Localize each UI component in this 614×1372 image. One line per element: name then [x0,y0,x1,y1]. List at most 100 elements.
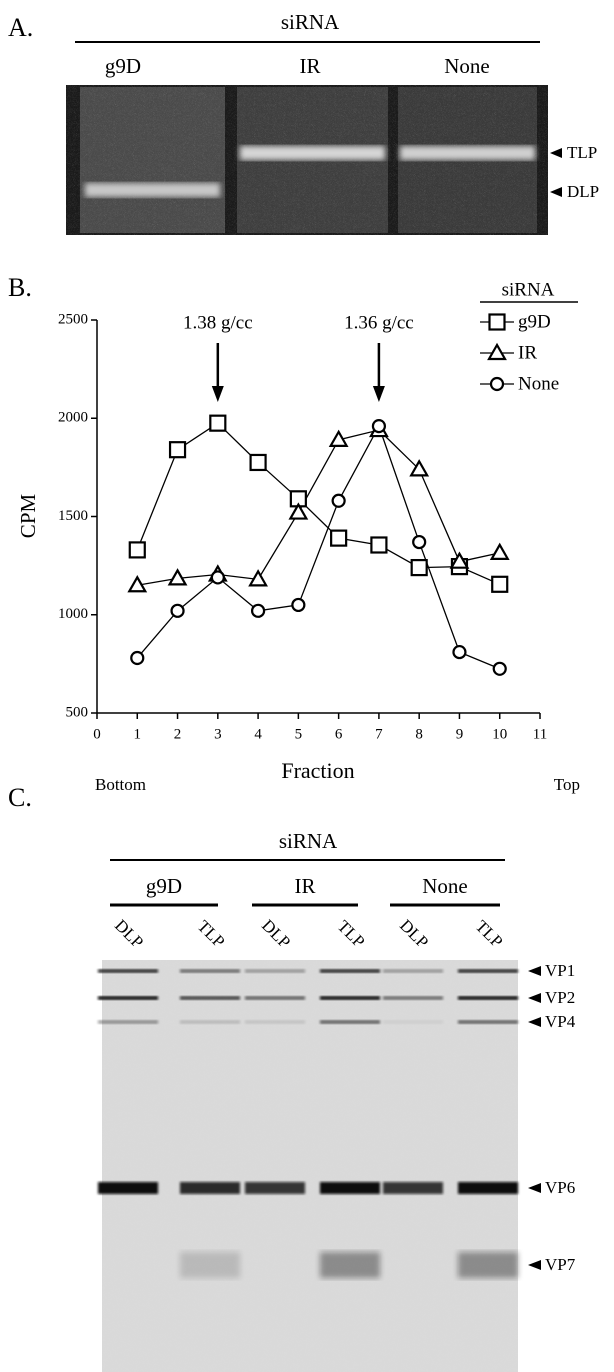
chart: B. CPM Fraction Bottom Top siRNA 500 1000… [8,273,580,794]
marker [452,644,467,660]
band-label: VP1 [545,961,575,980]
marker [167,568,188,586]
arrowhead [528,1017,541,1027]
lane-label: g9D [105,54,141,78]
marker [488,313,506,331]
lane-label: TLP [472,916,507,951]
legend-label: IR [518,342,537,363]
gel-band [458,1020,518,1024]
header: siRNA [281,10,340,34]
gel-band [98,1020,158,1024]
gel-band [458,996,518,1000]
legend-title: siRNA [502,279,555,300]
gel-band [180,996,240,1000]
annotation-arrowhead [372,386,385,402]
group-label: g9D [146,874,182,898]
gel-band [320,969,380,973]
arrowhead [550,187,562,197]
legend-label: None [518,373,559,394]
x-tick-label: 8 [415,726,423,742]
x-axis-label: Fraction [281,758,354,783]
marker [210,570,225,585]
lane-label: None [444,54,490,78]
gel-band [245,996,305,1000]
band-label: VP2 [545,988,575,1007]
arrowhead [550,148,562,158]
gel-band [383,969,443,973]
marker [371,419,387,434]
band-label: VP7 [545,1255,576,1274]
marker [410,558,428,577]
x-tick-label: 3 [214,726,222,742]
arrowhead [528,1183,541,1193]
y-tick-label: 2500 [58,311,88,327]
marker [127,575,148,593]
marker [487,342,507,361]
x-tick-label: 7 [375,726,383,742]
gel-band [383,1020,443,1024]
band-labels: VP1 VP2 VP4 VP6 VP7 [528,961,576,1274]
marker [491,575,509,593]
gel-band [458,969,518,973]
gel-band [245,1182,305,1194]
group-label: IR [295,874,316,898]
gel-band [98,996,158,1000]
gel-band [245,1020,305,1024]
marker [248,569,268,587]
gel-band [458,1252,518,1278]
x-tick-label: 2 [174,726,182,742]
lane-label: IR [300,54,321,78]
gel-band [320,1252,380,1278]
lane-label: TLP [194,916,229,951]
gel-band [383,1182,443,1194]
y-tick-label: 500 [66,704,89,720]
series-line [136,424,500,670]
x-tick-label: 5 [295,726,303,742]
gel-band [458,1182,518,1194]
gel-image [98,960,518,1372]
marker [412,534,427,550]
y-tick-label: 2000 [58,410,88,426]
lane-label: DLP [396,916,432,952]
lane-label: DLP [111,916,147,952]
annotation-arrowhead [211,386,224,402]
header: siRNA [279,829,338,853]
y-tick-label: 1500 [58,508,88,524]
gel-band [180,1020,240,1024]
marker [492,661,507,676]
marker [370,536,388,554]
marker [168,441,187,459]
gel-band [320,1182,380,1194]
panel-label: B. [8,273,32,302]
lane-label: TLP [334,916,369,951]
marker [250,603,266,618]
gel-band [320,996,380,1000]
marker [170,603,185,618]
marker [288,502,309,520]
gel-band [180,969,240,973]
marker [489,542,510,560]
gel-band [98,969,158,973]
marker [449,551,470,569]
marker [209,414,227,432]
marker [130,650,145,666]
gel-band [245,969,305,973]
x-tick-label: 11 [533,726,547,742]
band-label: DLP [567,182,599,201]
annotation: 1.38 g/cc [183,312,253,333]
marker [128,541,146,559]
y-tick-label: 1000 [58,606,88,622]
annotation: 1.36 g/cc [344,312,414,333]
panel-label: A. [8,13,33,42]
group-label: None [422,874,468,898]
marker [489,376,505,392]
band-label: VP6 [545,1178,575,1197]
y-axis-label: CPM [16,493,40,538]
marker [291,597,306,613]
series-line [136,422,500,585]
marker [249,453,267,472]
x-tick-label: 9 [456,726,464,742]
band-label: TLP [567,143,597,162]
x-note: Bottom [95,775,146,794]
lane-label: DLP [258,916,294,952]
